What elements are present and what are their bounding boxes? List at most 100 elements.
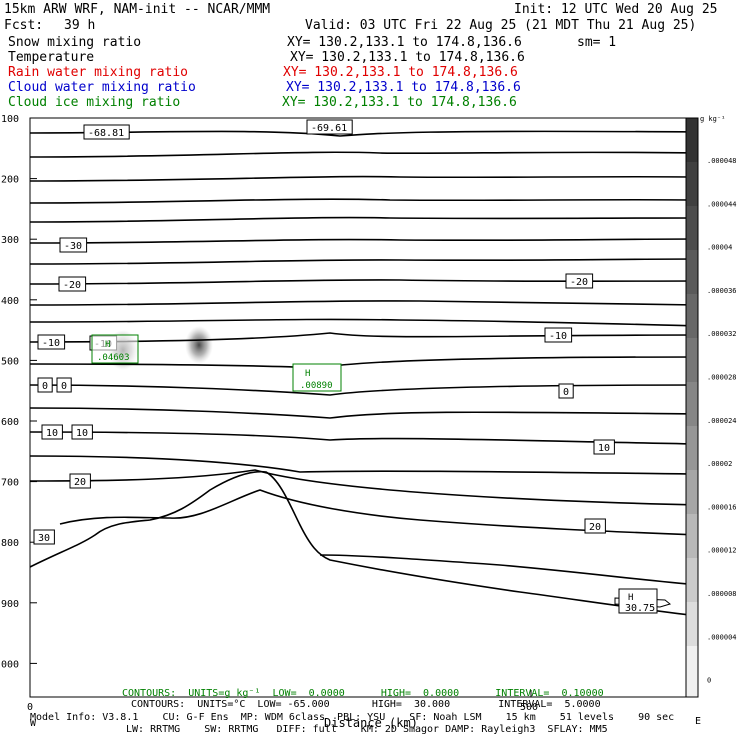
temperature-label-box xyxy=(584,518,606,534)
cloud-ice-high-mark: H xyxy=(105,340,110,350)
model-title: 15km ARW WRF, NAM-init -- NCAR/MMM xyxy=(4,2,271,17)
temperature-label-box xyxy=(69,473,91,489)
field-xy-snow: XY= 130.2,133.1 to 174.8,136.6 xyxy=(287,35,522,50)
colorbar-tick-label: .000024 xyxy=(707,417,737,425)
y-tick-label: 800 xyxy=(1,538,19,549)
snow-shading-mid xyxy=(185,326,213,364)
temperature-label: 20 xyxy=(74,477,86,488)
isotherm xyxy=(29,279,699,285)
isotherm xyxy=(29,238,699,244)
temperature-label-box xyxy=(59,237,88,253)
y-tick-label: 300 xyxy=(1,235,19,246)
colorbar-tick-label: .00002 xyxy=(707,460,732,468)
contours-cloud-ice: CONTOURS: UNITS=g kg⁻¹ LOW= 0.0000 HIGH=… xyxy=(122,688,604,699)
isotherm xyxy=(29,332,699,343)
model-info-line1: Model Info: V3.8.1 CU: G-F Ens MP: WDM 6… xyxy=(30,712,675,723)
temperature-high-value: 30.75 xyxy=(625,603,655,614)
temperature-label: 0 xyxy=(563,387,569,398)
isotherm xyxy=(29,407,699,419)
y-tick-label: 500 xyxy=(1,356,19,367)
plot-frame xyxy=(29,117,699,698)
temperature-label-box xyxy=(306,119,353,135)
colorbar-units: g kg⁻¹ xyxy=(700,115,725,123)
forecast-hour: 39 h xyxy=(64,18,96,33)
colorbar-tick-label: .000028 xyxy=(707,374,737,382)
temperature-label: -10 xyxy=(549,331,567,342)
colorbar-tick-label: .000012 xyxy=(707,547,737,555)
isotherm xyxy=(29,469,699,506)
cloud-ice-box: H .00890 xyxy=(292,363,342,392)
temperature-label: -69.61 xyxy=(311,123,347,134)
temperature-label-box xyxy=(37,334,66,350)
isotherm xyxy=(29,216,699,223)
terrain-surface xyxy=(29,470,699,617)
temperature-label-box xyxy=(33,529,55,545)
field-name-cloud-ice: Cloud ice mixing ratio xyxy=(8,95,181,110)
temperature-label-box xyxy=(83,124,130,140)
temperature-label: -20 xyxy=(63,280,81,291)
temperature-label: -20 xyxy=(570,277,588,288)
isotherm xyxy=(59,489,699,536)
temperature-label-box xyxy=(593,439,615,455)
isotherm xyxy=(29,130,699,137)
isotherm-near-surface xyxy=(319,554,699,586)
temperature-label-box xyxy=(56,377,72,393)
valid-time: Valid: 03 UTC Fri 22 Aug 25 (21 MDT Thu … xyxy=(305,18,697,33)
isotherm xyxy=(29,151,699,158)
x-tick-label: 0 xyxy=(27,702,33,713)
y-tick-label: 200 xyxy=(1,175,19,186)
temperature-labels: -68.81-69.61-30-20-20-10-10-100001010102… xyxy=(33,119,615,545)
cloud-ice-box: H .04603 xyxy=(91,334,139,364)
temperature-label: 30 xyxy=(38,533,50,544)
temperature-label-box xyxy=(71,424,93,440)
y-tick-label: 100 xyxy=(1,114,19,125)
colorbar-tick-label: .000008 xyxy=(707,590,737,598)
temperature-label-box xyxy=(37,377,53,393)
field-name-rain: Rain water mixing ratio xyxy=(8,65,189,80)
temperature-label: 20 xyxy=(589,522,601,533)
x-axis-label: Distance (km) xyxy=(324,716,418,730)
colorbar-tick-label: .000032 xyxy=(707,330,737,338)
west-marker: W xyxy=(30,718,37,729)
forecast-label: Fcst: xyxy=(4,18,44,33)
colorbar-tick-label: .000044 xyxy=(707,200,737,208)
colorbar-tick-label: .000036 xyxy=(707,287,737,295)
cloud-ice-high-mark: H xyxy=(305,369,310,379)
colorbar-ticks: .000048 .000044 .00004 .000036 .000032 .00002… xyxy=(707,157,737,685)
isotherm xyxy=(29,318,699,327)
isotherm xyxy=(29,175,699,182)
isotherm xyxy=(29,431,699,445)
y-axis-ticks: 100 200 300 400 500 600 700 800 900 000 xyxy=(1,114,37,670)
temperature-label: 10 xyxy=(598,443,610,454)
temperature-label-box xyxy=(41,424,63,440)
y-tick-label: 700 xyxy=(1,478,19,489)
temperature-label: -30 xyxy=(64,241,82,252)
isotherm xyxy=(29,198,699,204)
temperature-label-box xyxy=(565,273,594,289)
field-smooth-snow: sm= 1 xyxy=(577,35,617,50)
y-tick-label: 900 xyxy=(1,599,19,610)
temperature-label: 0 xyxy=(42,381,48,392)
isotherm xyxy=(29,300,699,306)
field-xy-cloud-water: XY= 130.2,133.1 to 174.8,136.6 xyxy=(286,80,521,95)
field-xy-temperature: XY= 130.2,133.1 to 174.8,136.6 xyxy=(290,50,525,65)
temperature-label: 10 xyxy=(46,428,58,439)
y-tick-label: 400 xyxy=(1,296,19,307)
isotherm xyxy=(29,258,699,265)
isotherm xyxy=(29,455,699,475)
temperature-label-box xyxy=(58,276,87,292)
colorbar-tick-label: .000048 xyxy=(707,157,737,165)
colorbar-tick-label: .00004 xyxy=(707,244,732,252)
cloud-ice-high-value: .00890 xyxy=(300,381,333,391)
field-xy-rain: XY= 130.2,133.1 to 174.8,136.6 xyxy=(283,65,518,80)
x-tick-label: 500 xyxy=(520,702,538,713)
isotherm xyxy=(29,384,699,396)
model-info-line2: LW: RRTMG SW: RRTMG DIFF: full KM: 2D Sm… xyxy=(126,724,608,735)
colorbar-tick-label: .000004 xyxy=(707,633,737,641)
y-tick-label: 600 xyxy=(1,417,19,428)
temperature-label-box xyxy=(558,383,574,399)
temperature-high-box: H 30.75 xyxy=(618,588,658,614)
temperature-contours xyxy=(29,130,699,536)
temperature-label: 10 xyxy=(76,428,88,439)
